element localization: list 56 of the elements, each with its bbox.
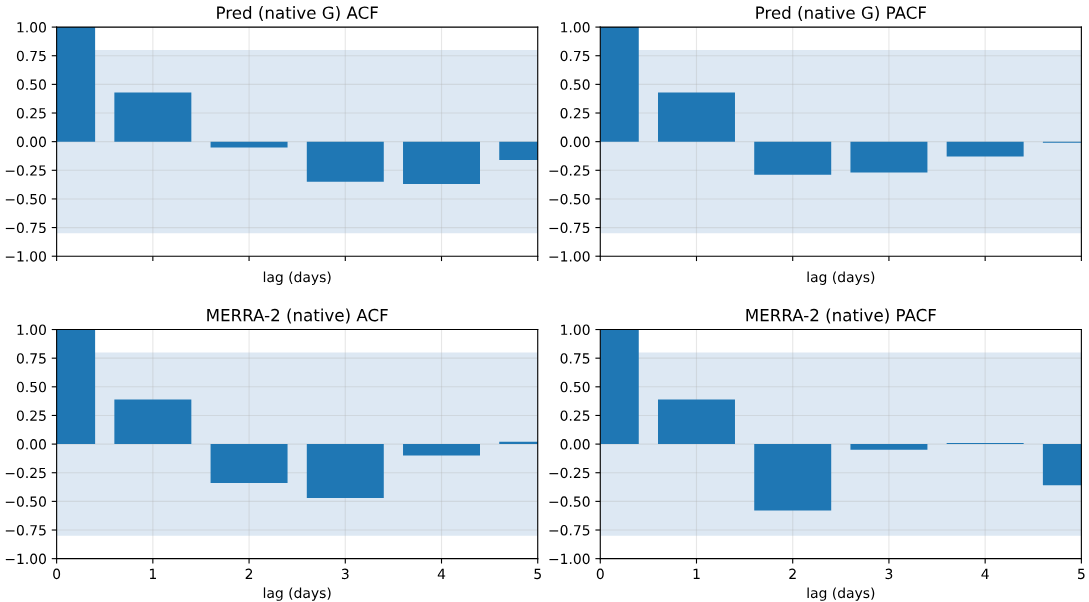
y-tick-label: 0.50: [16, 79, 46, 90]
y-tick-label: 0.75: [560, 353, 590, 364]
y-tick-label: −0.25: [5, 165, 46, 176]
y-tick-label: −0.25: [5, 467, 46, 479]
y-tick-label: 0.25: [560, 410, 590, 421]
x-tick-label: 2: [245, 568, 253, 579]
x-axis-title: lag (days): [807, 587, 875, 601]
y-tick-label: 0.00: [560, 439, 590, 450]
y-tick-label: 0.50: [16, 381, 46, 393]
x-tick-label: 2: [789, 568, 796, 579]
y-tick-label: −0.75: [5, 222, 46, 234]
y-tick-label: −1.00: [549, 251, 590, 262]
y-tick-label: −0.50: [549, 496, 590, 507]
y-tick-label: 0.50: [560, 79, 590, 90]
y-tick-label: −1.00: [5, 553, 46, 565]
y-tick-label: 0.50: [560, 381, 590, 393]
x-axis-title: lag (days): [263, 271, 331, 285]
y-tick-label: 0.75: [560, 50, 590, 62]
x-tick-label: 4: [437, 568, 446, 579]
x-tick-label: 5: [1078, 568, 1085, 580]
y-tick-label: −0.50: [549, 193, 590, 205]
chart-title: MERRA-2 (native) PACF: [746, 308, 936, 324]
x-axis-title: lag (days): [807, 271, 875, 285]
chart-title: Pred (native G) PACF: [756, 6, 926, 21]
y-tick-label: −1.00: [5, 251, 46, 262]
y-tick-label: 1.00: [561, 22, 590, 33]
y-tick-label: −0.25: [549, 165, 590, 176]
x-tick-label: 3: [885, 568, 893, 580]
x-tick-label: 5: [534, 568, 541, 580]
y-tick-label: −0.25: [549, 467, 590, 479]
y-tick-label: 0.25: [560, 107, 590, 119]
y-tick-label: 0.00: [560, 136, 590, 148]
y-tick-label: 1.00: [17, 22, 46, 33]
y-tick-label: −1.00: [549, 553, 590, 565]
chart-title: MERRA-2 (native) ACF: [207, 308, 388, 324]
y-tick-label: −0.75: [5, 524, 46, 536]
y-tick-label: 0.25: [16, 107, 46, 119]
y-tick-label: 1.00: [561, 324, 590, 336]
x-tick-label: 0: [53, 568, 61, 580]
y-tick-label: −0.50: [5, 496, 46, 507]
y-tick-label: 0.00: [16, 136, 46, 148]
y-tick-label: 0.75: [16, 50, 46, 62]
y-tick-label: 0.75: [16, 353, 46, 364]
x-tick-label: 4: [981, 568, 989, 579]
y-tick-label: −0.50: [5, 193, 46, 205]
x-tick-label: 0: [596, 568, 604, 580]
chart-title: Pred (native G) ACF: [217, 6, 378, 21]
x-tick-label: 1: [149, 568, 156, 579]
y-tick-label: 1.00: [17, 324, 46, 336]
x-tick-label: 1: [693, 568, 700, 579]
y-tick-label: −0.75: [549, 524, 590, 536]
x-tick-label: 3: [341, 568, 349, 580]
y-tick-label: 0.00: [16, 439, 46, 450]
y-tick-label: −0.75: [549, 222, 590, 234]
y-tick-label: 0.25: [16, 410, 46, 421]
x-axis-title: lag (days): [263, 587, 331, 601]
